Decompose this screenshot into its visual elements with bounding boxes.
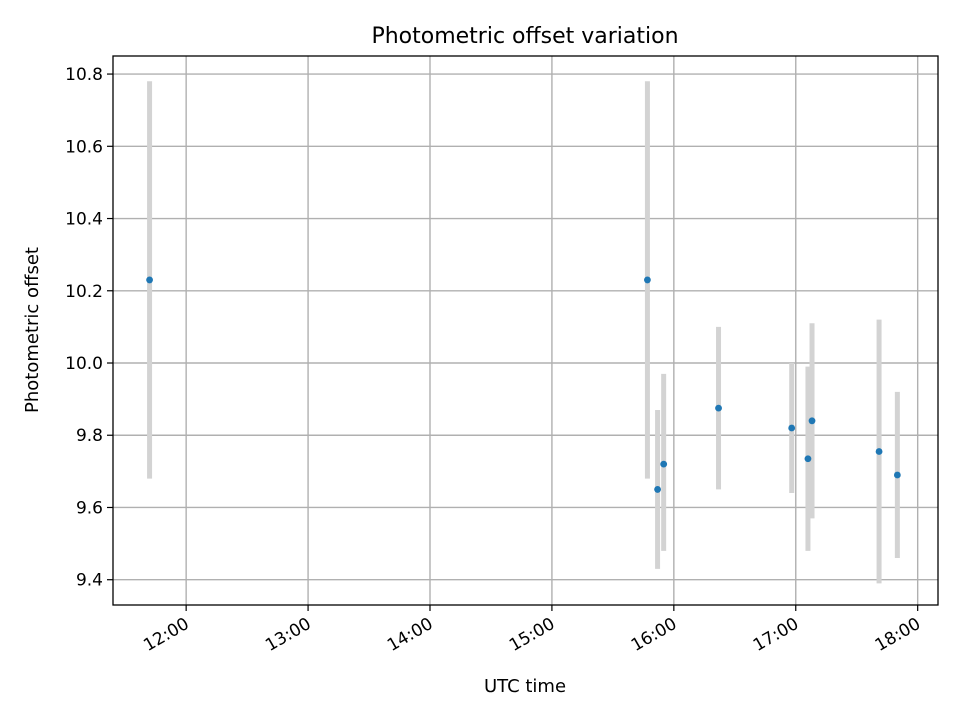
y-axis-label: Photometric offset [22, 247, 43, 413]
data-point [875, 448, 883, 455]
data-point [788, 424, 796, 432]
data-point [654, 486, 661, 493]
data-point [644, 276, 651, 284]
axes-frame [112, 55, 939, 606]
grid [113, 56, 938, 605]
x-tick-label: 13:00 [262, 614, 314, 656]
y-tick-label: 10.4 [65, 210, 103, 230]
y-tick-label: 9.6 [76, 498, 103, 518]
y-tick-label: 9.8 [76, 426, 103, 446]
x-tick-label: 18:00 [872, 614, 924, 656]
chart-title: Photometric offset variation [371, 24, 678, 49]
data-point [893, 471, 901, 479]
y-tick-label: 10.2 [65, 282, 103, 302]
y-tick-label: 10.0 [65, 354, 103, 374]
data-point [808, 417, 816, 425]
y-tick-label: 9.4 [76, 571, 103, 591]
x-tick-label: 12:00 [140, 614, 192, 656]
x-tick-label: 15:00 [506, 614, 558, 656]
x-tick-label: 14:00 [384, 614, 436, 656]
data-points [146, 276, 901, 493]
data-point [146, 276, 153, 284]
data-point [660, 460, 668, 468]
y-axis-ticks: 9.4 9.6 9.8 10.0 10.2 10.4 10.6 10.8 [65, 65, 113, 591]
y-tick-label: 10.6 [65, 137, 103, 157]
x-axis-label: UTC time [484, 676, 566, 697]
y-tick-label: 10.8 [65, 65, 103, 85]
x-tick-label: 17:00 [750, 614, 802, 656]
data-point [715, 404, 722, 412]
x-tick-label: 16:00 [628, 614, 680, 656]
data-point [804, 455, 812, 463]
x-axis-ticks: 12:00 13:00 14:00 15:00 16:00 17:00 18:00 [140, 605, 924, 656]
